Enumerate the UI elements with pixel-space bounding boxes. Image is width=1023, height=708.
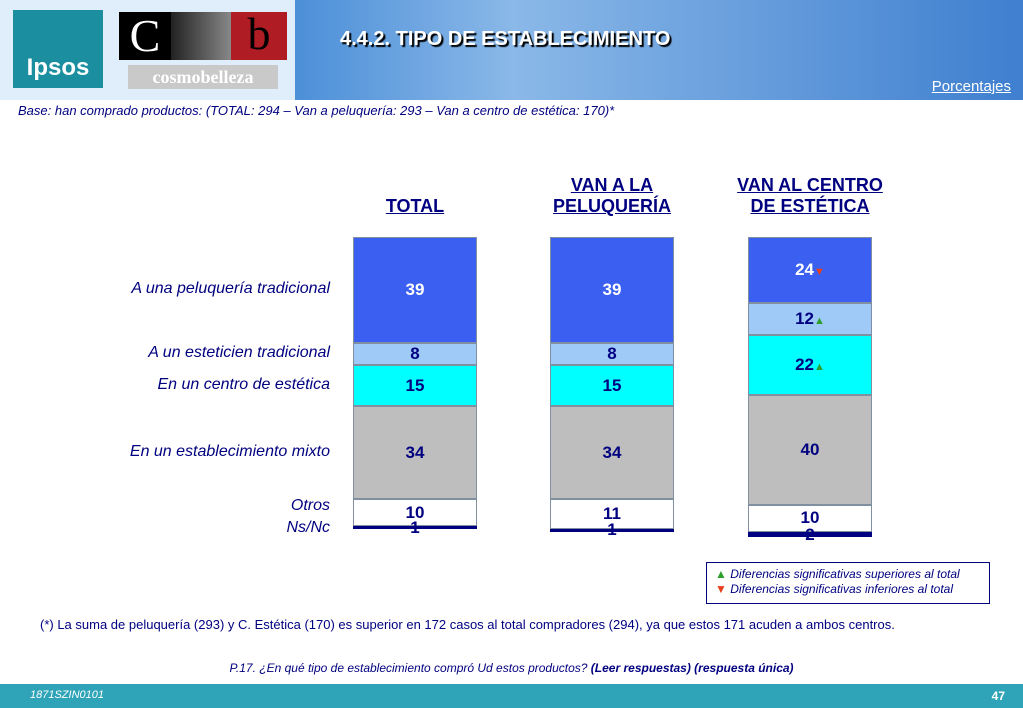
bar-segment xyxy=(550,406,674,500)
chart: TOTAL 39 A una peluquería tradicional 8 A un… xyxy=(129,175,883,544)
footer: 1871SZIN0101 47 xyxy=(0,684,1023,708)
category-label: VAN A LA PELUQUERÍA xyxy=(552,175,671,216)
row-label: Ns/Nc xyxy=(286,518,330,536)
bar-segment xyxy=(748,237,872,303)
value-label: 2 xyxy=(805,524,815,544)
value-label: 24▼ xyxy=(795,259,825,279)
value-label: 11 xyxy=(603,504,621,524)
value-label: 34 xyxy=(405,442,425,462)
category-label: TOTAL xyxy=(385,196,445,216)
significance-marker: ▼ xyxy=(814,265,825,278)
significance-marker: ▲ xyxy=(814,361,825,374)
legend-down: ▼ Diferencias significativas inferiores … xyxy=(715,582,953,596)
value-label: 15 xyxy=(602,375,622,395)
bar-segment xyxy=(748,395,872,505)
bar-segment xyxy=(353,365,477,407)
bar-segment xyxy=(353,237,477,344)
value-label: 10 xyxy=(405,502,425,522)
question: P.17. ¿En qué tipo de establecimiento co… xyxy=(0,661,1023,675)
footer-code: 1871SZIN0101 xyxy=(30,689,104,701)
value-label: 8 xyxy=(410,344,420,364)
value-label: 1 xyxy=(410,517,420,537)
row-label: A una peluquería tradicional xyxy=(131,280,330,298)
question-emphasis: (Leer respuestas) (respuesta única) xyxy=(590,661,794,675)
bar-segment xyxy=(550,237,674,344)
logo-b: b xyxy=(231,11,287,60)
unit: Porcentajes xyxy=(931,78,1011,95)
value-label: 10 xyxy=(800,508,820,528)
legend-down-label: Diferencias significativas inferiores al… xyxy=(730,582,953,596)
legend: ▲ Diferencias significativas superiores … xyxy=(706,562,990,604)
bar-segment xyxy=(748,504,872,532)
header-band xyxy=(295,0,1023,100)
question-text: P.17. ¿En qué tipo de establecimiento co… xyxy=(229,661,588,675)
value-label: 1 xyxy=(607,520,617,540)
row-label: En un centro de estética xyxy=(157,375,330,393)
footnote: (*) La suma de peluquería (293) y C. Est… xyxy=(40,617,895,632)
significance-marker: ▲ xyxy=(814,314,825,327)
value-label: 12▲ xyxy=(795,308,825,328)
category-label: VAN AL CENTRO DE ESTÉTICA xyxy=(737,175,883,216)
bar-segment xyxy=(748,531,872,538)
logo-c: C xyxy=(119,12,171,60)
bar-segment xyxy=(748,335,872,396)
value-label: 39 xyxy=(405,280,425,300)
bar-segment xyxy=(550,365,674,407)
bar-segment xyxy=(748,302,872,336)
bar-segment xyxy=(353,499,477,527)
row-label: A un esteticien tradicional xyxy=(148,344,330,362)
value-label: 22▲ xyxy=(795,355,825,375)
value-label: 15 xyxy=(405,375,425,395)
value-label: 39 xyxy=(602,280,622,300)
value-label: 40 xyxy=(800,439,820,459)
value-label: 34 xyxy=(602,442,622,462)
bar-segment xyxy=(353,526,477,530)
ipsos-text: Ipsos xyxy=(26,54,90,81)
ipsos-logo: Ipsos xyxy=(13,10,103,88)
legend-up-label: Diferencias significativas superiores al… xyxy=(730,567,960,581)
bar-segment xyxy=(353,406,477,500)
row-label: Otros xyxy=(290,496,330,514)
value-label: 8 xyxy=(607,344,617,364)
bar-segment xyxy=(353,343,477,366)
bar-segment xyxy=(550,499,674,530)
logo-mid xyxy=(171,12,231,60)
bar-segment xyxy=(550,343,674,366)
legend-up: ▲ Diferencias significativas superiores … xyxy=(715,567,960,581)
row-label: En un establecimiento mixto xyxy=(129,442,330,460)
base: Base: han comprado productos: (TOTAL: 29… xyxy=(18,103,615,118)
bar-segment xyxy=(550,529,674,532)
page-number: 47 xyxy=(991,689,1005,703)
title: 4.4.2. TIPO DE ESTABLECIMIENTO xyxy=(340,28,671,50)
logo-brand: cosmobelleza xyxy=(128,65,278,89)
